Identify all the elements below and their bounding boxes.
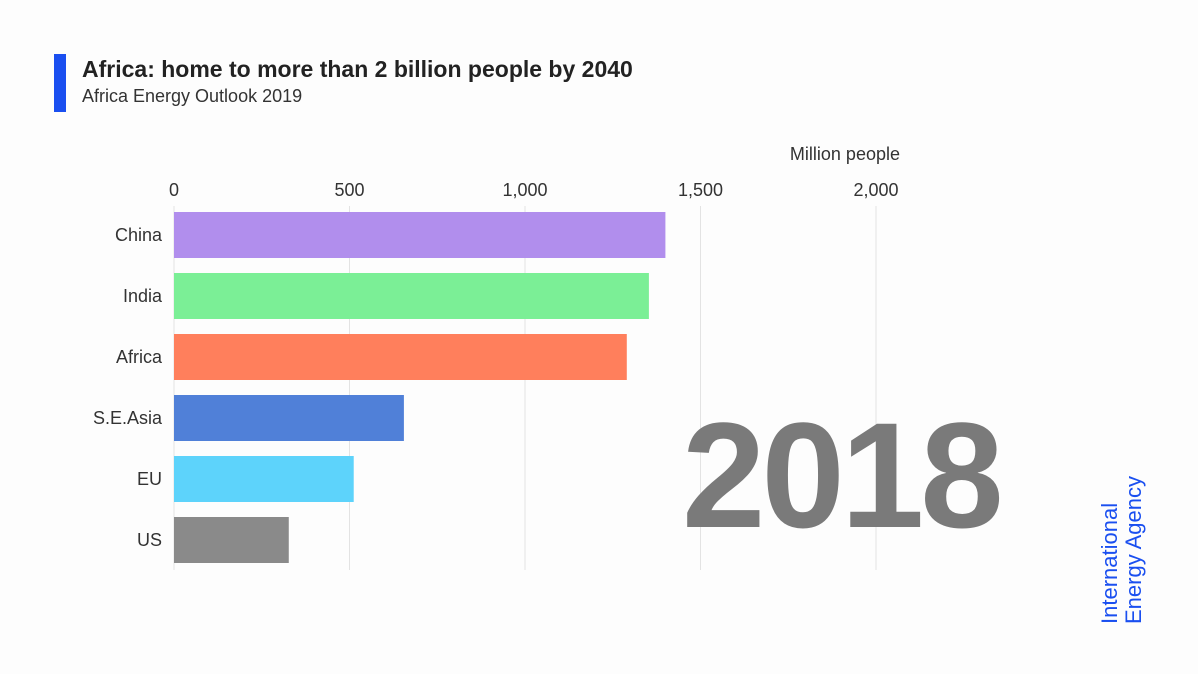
category-label: EU xyxy=(137,469,162,489)
category-label: S.E.Asia xyxy=(93,408,163,428)
category-label: Africa xyxy=(116,347,163,367)
x-tick-label: 2,000 xyxy=(853,180,898,200)
category-label: India xyxy=(123,286,163,306)
logo-line-2: Energy Agency xyxy=(1121,476,1146,624)
bar-africa xyxy=(174,334,627,380)
bar-india xyxy=(174,273,649,319)
category-label: US xyxy=(137,530,162,550)
iea-logo: International Energy Agency xyxy=(1097,476,1146,624)
bar-china xyxy=(174,212,666,258)
chart-subtitle: Africa Energy Outlook 2019 xyxy=(82,86,303,106)
bar-eu xyxy=(174,456,354,502)
title-accent-bar xyxy=(54,54,66,112)
x-axis-label: Million people xyxy=(790,144,900,164)
year-label: 2018 xyxy=(682,391,1004,559)
logo-line-1: International xyxy=(1097,502,1122,624)
x-tick-label: 0 xyxy=(169,180,179,200)
x-tick-label: 1,500 xyxy=(678,180,723,200)
x-tick-label: 500 xyxy=(334,180,364,200)
bar-us xyxy=(174,517,289,563)
x-tick-label: 1,000 xyxy=(502,180,547,200)
category-label: China xyxy=(115,225,163,245)
bar-seasia xyxy=(174,395,404,441)
chart-title: Africa: home to more than 2 billion peop… xyxy=(82,56,633,82)
